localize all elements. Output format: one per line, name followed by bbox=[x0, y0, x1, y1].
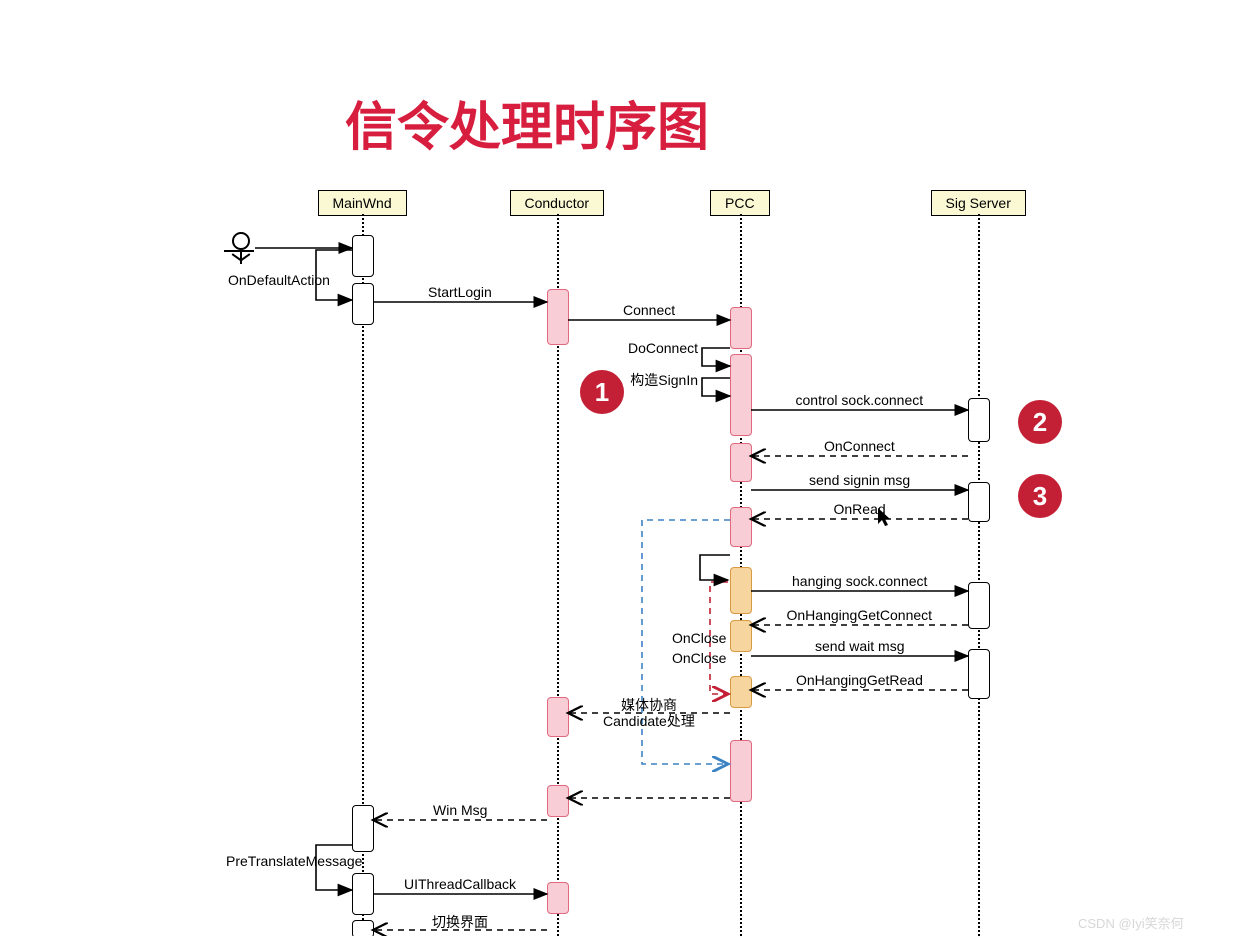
msg-connect: Connect bbox=[623, 302, 675, 318]
activation-ss2 bbox=[968, 482, 990, 522]
activation-mw3 bbox=[352, 805, 374, 852]
activation-pcc8 bbox=[730, 740, 752, 802]
activation-pcc4 bbox=[730, 507, 752, 547]
activation-pcc7 bbox=[730, 676, 752, 708]
participant-mainwnd: MainWnd bbox=[318, 190, 407, 216]
msg-ctrlconn: control sock.connect bbox=[796, 392, 924, 408]
msg-switch: 切换界面 bbox=[432, 912, 488, 932]
onclose-label-2: OnClose bbox=[672, 650, 726, 666]
msg-media-2: Candidate处理 bbox=[603, 711, 695, 731]
msg-onconnect: OnConnect bbox=[824, 438, 895, 454]
activation-ss1 bbox=[968, 398, 990, 442]
msg-onhangconn: OnHangingGetConnect bbox=[787, 607, 933, 623]
actor-icon bbox=[232, 232, 250, 264]
msg-hangconn: hanging sock.connect bbox=[792, 573, 927, 589]
badge-1: 1 bbox=[580, 370, 624, 414]
msg-ondefault: OnDefaultAction bbox=[228, 272, 330, 288]
activation-pcc1 bbox=[730, 307, 752, 349]
activation-pcc2 bbox=[730, 354, 752, 436]
watermark-text: CSDN @Iyi笑奈何 bbox=[1078, 913, 1184, 932]
msg-winmsg: Win Msg bbox=[433, 802, 487, 818]
cursor-icon bbox=[878, 508, 894, 533]
activation-mw1 bbox=[352, 235, 374, 277]
activation-mw4 bbox=[352, 873, 374, 915]
badge-2: 2 bbox=[1018, 400, 1062, 444]
msg-doconnect: DoConnect bbox=[628, 340, 698, 356]
activation-pcc6 bbox=[730, 620, 752, 652]
msg-sendwait: send wait msg bbox=[815, 638, 904, 654]
participant-sigserver: Sig Server bbox=[931, 190, 1026, 216]
diagram-title: 信令处理时序图 bbox=[345, 85, 709, 160]
msg-pretrans: PreTranslateMessage bbox=[226, 853, 362, 869]
msg-uithread: UIThreadCallback bbox=[404, 876, 516, 892]
badge-3: 3 bbox=[1018, 474, 1062, 518]
msg-sendsignin: send signin msg bbox=[809, 472, 910, 488]
activation-ss4 bbox=[968, 649, 990, 699]
activation-pcc3 bbox=[730, 443, 752, 482]
msg-startlogin: StartLogin bbox=[428, 284, 492, 300]
participant-conductor: Conductor bbox=[510, 190, 605, 216]
activation-cd2 bbox=[547, 697, 569, 737]
participant-pcc: PCC bbox=[710, 190, 770, 216]
activation-pcc5 bbox=[730, 567, 752, 614]
activation-cd4 bbox=[547, 882, 569, 914]
msg-gouzao: 构造SignIn bbox=[630, 370, 698, 390]
msg-onhangread: OnHangingGetRead bbox=[796, 672, 923, 688]
activation-mw2 bbox=[352, 283, 374, 325]
activation-mw5 bbox=[352, 920, 374, 936]
activation-cd3 bbox=[547, 785, 569, 817]
activation-cd1 bbox=[547, 289, 569, 345]
lifeline-sigserver bbox=[978, 214, 980, 936]
activation-ss3 bbox=[968, 582, 990, 629]
onclose-label-1: OnClose bbox=[672, 630, 726, 646]
